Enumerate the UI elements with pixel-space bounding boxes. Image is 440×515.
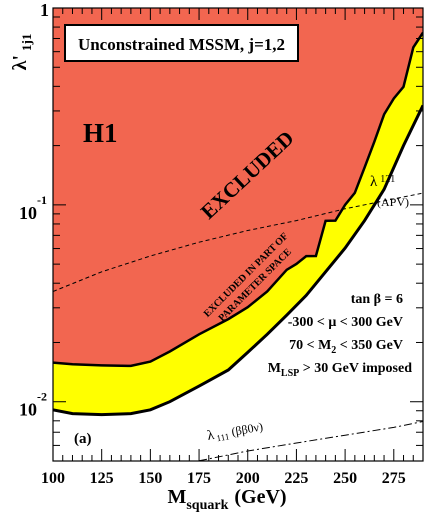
partial-exclusion-boundary xyxy=(53,104,423,417)
y-tick-exponent: -1 xyxy=(37,193,47,207)
mu-range-label: -300 < μ < 300 GeV xyxy=(288,315,403,330)
x-axis-label: Msquark (GeV) xyxy=(167,486,286,513)
plot-frame xyxy=(52,7,424,462)
x-tick-label: 225 xyxy=(284,470,308,487)
y-tick-exponent: -2 xyxy=(37,390,47,404)
axis-ticks xyxy=(52,7,424,462)
excluded-region xyxy=(53,8,423,366)
y-tick-label: 1 xyxy=(40,0,49,20)
x-tick-label: 250 xyxy=(333,470,357,487)
apv-curve-label: λ 121 xyxy=(370,174,395,190)
double-beta-curve-label: λ111(ββ0ν) xyxy=(206,419,264,445)
apv-limit-line xyxy=(53,192,423,292)
x-tick-label: 200 xyxy=(236,470,260,487)
x-tick-label: 150 xyxy=(138,470,162,487)
double-beta-limit-line xyxy=(199,421,423,461)
y-tick-label: 10 xyxy=(19,400,37,420)
x-tick-label: 100 xyxy=(41,470,65,487)
y-axis-label: λ'1j1 xyxy=(9,34,34,71)
x-tick-labels: 100 125 150 175 200 225 250 275 xyxy=(41,470,406,487)
chart-title: Unconstrained MSSM, j=1,2 xyxy=(78,35,285,54)
mlsp-label: MLSP > 30 GeV imposed xyxy=(268,361,413,379)
h1-label: H1 xyxy=(83,118,118,148)
x-tick-label: 125 xyxy=(90,470,114,487)
y-tick-label: 10 xyxy=(19,203,37,223)
title-box xyxy=(64,24,299,62)
y-tick-labels: 10-210-11 xyxy=(19,0,49,420)
x-tick-label: 175 xyxy=(187,470,211,487)
x-tick-label: 275 xyxy=(382,470,406,487)
excluded-boundary xyxy=(53,31,423,368)
tanbeta-label: tan β = 6 xyxy=(351,292,403,307)
panel-label: (a) xyxy=(74,431,92,447)
apv-note-label: (APV) xyxy=(377,195,409,209)
m2-range-label: 70 < M2 < 350 GeV xyxy=(289,338,403,356)
